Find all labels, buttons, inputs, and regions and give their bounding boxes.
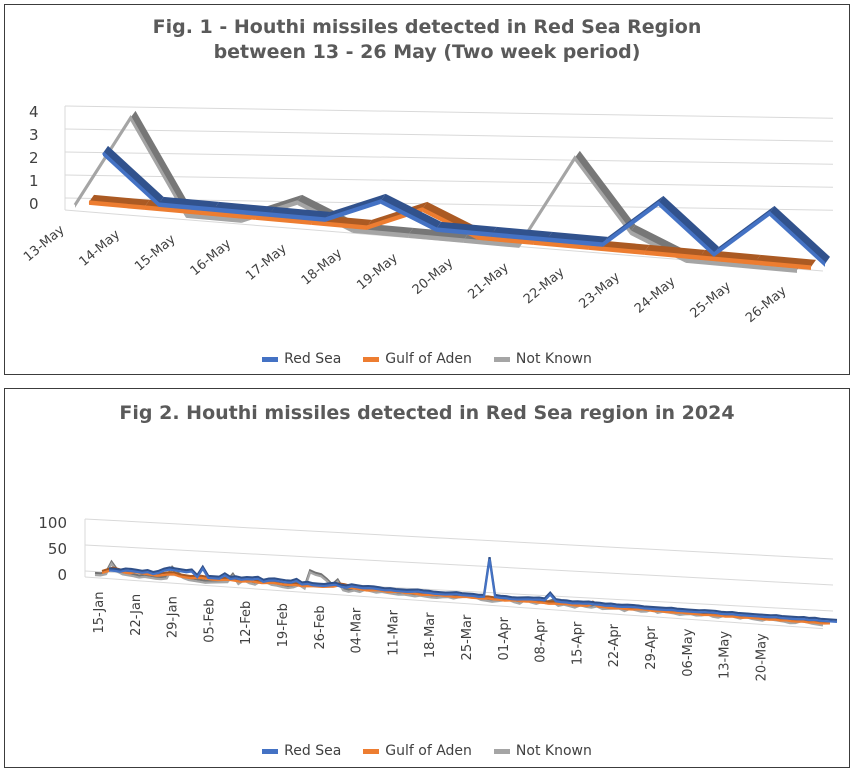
legend-swatch-red-sea: [262, 356, 279, 362]
legend-fig1: Red Sea Gulf of Aden Not Known: [5, 351, 849, 367]
series-ribbon-gulf-of-aden: [644, 244, 705, 257]
series-ribbon-red-sea: [103, 145, 164, 204]
gridline: [64, 128, 834, 142]
chart-title-line-2: between 13 - 26 May (Two week period): [213, 41, 641, 63]
x-tick-label: 06-May: [681, 628, 696, 676]
x-tick-label: 13-May: [718, 631, 733, 679]
x-tick-label: 29-Apr: [644, 626, 659, 670]
chart-plot-fig1: 4 3 2 1 0 13-May 14-May 15-May 16-May 17-May 18-Ma…: [21, 103, 834, 326]
x-tick-label: 12-Feb: [239, 601, 254, 645]
x-tick-label: 20-May: [410, 255, 457, 298]
x-tick-label: 26-Feb: [313, 605, 328, 649]
series-line-red-sea: [101, 151, 827, 265]
legend-label-not-known: Not Known: [515, 743, 592, 759]
legend-label-not-known: Not Known: [515, 351, 592, 367]
series-ribbon-not-known: [574, 150, 636, 232]
gridline: [84, 544, 834, 586]
legend-swatch-red-sea: [262, 748, 279, 754]
y-tick-label: 0: [29, 195, 39, 213]
y-tick-label: 0: [57, 566, 67, 584]
x-tick-label: 22-Jan: [129, 594, 144, 636]
x-tick-label: 25-Mar: [460, 614, 475, 660]
x-tick-label: 19-May: [354, 251, 401, 294]
legend-item-gulf-of-aden: Gulf of Aden: [363, 351, 472, 367]
x-tick-label: 15-Jan: [92, 592, 107, 634]
chart-plot-fig2: 100 50 0 15-Jan 22-Jan 29-Jan 05-Feb 12-Feb 19-F…: [38, 514, 838, 681]
x-tick-label: 23-May: [576, 269, 623, 312]
legend-label-red-sea: Red Sea: [284, 351, 342, 367]
y-tick-label: 3: [29, 126, 39, 144]
series-ribbon-red-sea: [547, 231, 608, 244]
chart-title-fig1: Fig. 1 - Houthi missiles detected in Red…: [5, 15, 849, 65]
y-tick-label: 50: [48, 540, 67, 558]
legend-label-gulf-of-aden: Gulf of Aden: [385, 743, 472, 759]
chart-panel-fig2: Fig 2. Houthi missiles detected in Red S…: [4, 388, 850, 768]
y-tick-label: 4: [29, 103, 39, 121]
x-tick-label: 26-May: [743, 283, 790, 326]
series-ribbon-red-sea: [769, 205, 830, 264]
legend-item-not-known: Not Known: [493, 351, 592, 367]
legend-fig2: Red Sea Gulf of Aden Not Known: [5, 743, 849, 759]
x-tick-label: 24-May: [632, 274, 679, 317]
legend-swatch-gulf-of-aden: [363, 356, 380, 362]
x-tick-label: 18-May: [299, 246, 346, 289]
chart-panel-fig1: Fig. 1 - Houthi missiles detected in Red…: [4, 4, 850, 375]
series-ribbon-red-sea: [436, 221, 497, 234]
floor-front-edge: [84, 576, 824, 630]
x-tick-label: 14-May: [77, 227, 124, 270]
series-ribbon-not-known: [130, 110, 192, 215]
x-tick-label: 08-Apr: [534, 619, 549, 663]
legend-swatch-gulf-of-aden: [363, 748, 380, 754]
series-ribbon-red-sea: [491, 226, 553, 239]
series-ribbon-gulf-of-aden: [755, 254, 816, 267]
x-tick-label: 22-May: [521, 265, 568, 308]
legend-swatch-not-known: [493, 356, 510, 362]
legend-item-red-sea: Red Sea: [262, 743, 341, 759]
series-ribbon-red-sea: [269, 206, 331, 219]
series-ribbon-red-sea: [658, 195, 719, 254]
x-tick-label: 22-Apr: [607, 623, 622, 667]
legend-swatch-not-known: [493, 748, 510, 754]
gridline: [64, 151, 834, 165]
x-tick-label: 17-May: [243, 241, 290, 284]
series-ribbon-red-sea: [380, 193, 442, 229]
x-tick-label: 18-Mar: [423, 612, 438, 658]
series-ribbon-red-sea: [214, 201, 275, 214]
y-tick-label: 1: [29, 172, 39, 190]
x-tick-label: 15-May: [132, 232, 179, 275]
chart-title-line-1: Fig. 1 - Houthi missiles detected in Red…: [152, 16, 702, 38]
series-ribbon-not-known: [408, 227, 469, 240]
x-tick-label: 19-Feb: [276, 603, 291, 647]
gridline: [64, 105, 834, 119]
x-tick-label: 13-May: [21, 222, 68, 265]
y-tick-label: 100: [38, 514, 67, 532]
gridline: [64, 174, 834, 188]
legend-item-gulf-of-aden: Gulf of Aden: [363, 743, 472, 759]
x-tick-label: 20-May: [754, 633, 769, 681]
series-line-shadow-red-sea: [108, 556, 838, 622]
legend-item-not-known: Not Known: [493, 743, 592, 759]
y-tick-label: 2: [29, 149, 39, 167]
x-tick-label: 04-Mar: [350, 607, 365, 653]
x-tick-label: 21-May: [465, 260, 512, 303]
series-ribbon-gulf-of-aden: [89, 194, 150, 207]
legend-item-red-sea: Red Sea: [262, 351, 341, 367]
legend-label-red-sea: Red Sea: [284, 743, 342, 759]
legend-label-gulf-of-aden: Gulf of Aden: [385, 351, 472, 367]
series-line-not-known: [73, 115, 798, 272]
x-tick-label: 16-May: [188, 236, 235, 279]
gridline: [84, 518, 834, 560]
x-tick-label: 05-Feb: [202, 598, 217, 642]
x-tick-label: 15-Apr: [570, 621, 585, 665]
x-tick-label: 01-Apr: [497, 616, 512, 660]
x-tick-label: 11-Mar: [386, 609, 401, 655]
x-tick-label: 29-Jan: [166, 596, 181, 638]
x-tick-label: 25-May: [688, 279, 735, 322]
chart-title-fig2: Fig 2. Houthi missiles detected in Red S…: [119, 402, 735, 424]
series-ribbon-red-sea: [158, 196, 220, 209]
